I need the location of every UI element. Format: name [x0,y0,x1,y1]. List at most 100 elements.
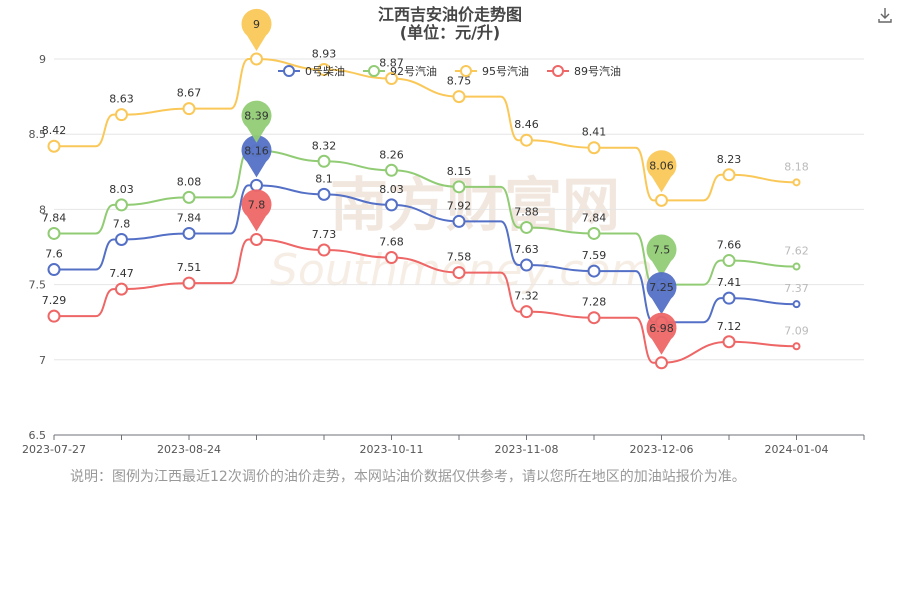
marker-pin[interactable]: 7.8 [241,189,272,232]
marker-label: 7.25 [649,281,674,294]
data-label: 8.67 [177,87,202,100]
data-label: 7.47 [109,267,134,280]
marker-pin[interactable]: 8.16 [241,135,272,178]
marker-pin[interactable]: 8.06 [646,150,677,193]
data-label: 7.37 [784,282,809,295]
data-point[interactable] [250,232,263,246]
marker-label: 9 [253,18,260,31]
data-label: 8.08 [177,175,202,188]
data-label: 7.66 [717,239,742,252]
data-point[interactable] [452,266,466,280]
data-point[interactable] [317,63,331,77]
data-point[interactable] [182,102,196,116]
data-label: 7.8 [113,217,131,230]
data-label: 7.6 [45,248,63,261]
legend-label: 95号汽油 [482,64,529,78]
data-point[interactable] [520,258,533,272]
data-point[interactable] [385,163,398,177]
y-tick-label: 7 [39,354,46,367]
data-point[interactable] [317,187,331,201]
marker-pin[interactable]: 7.25 [646,272,677,315]
marker-label: 6.98 [649,322,674,335]
data-point[interactable] [655,356,668,370]
legend-label: 0号柴油 [305,64,345,78]
data-point[interactable] [317,243,331,257]
data-point[interactable] [115,282,128,296]
data-point[interactable] [250,178,263,192]
data-point[interactable] [317,154,331,168]
data-point[interactable] [250,52,263,66]
data-point[interactable] [452,90,466,104]
data-label: 8.41 [582,126,607,139]
legend[interactable]: 0号柴油 92号汽油 95号汽油 89号汽油 [278,64,621,78]
data-point[interactable] [792,262,801,271]
data-label: 7.62 [784,245,809,258]
data-point[interactable] [722,168,736,182]
marker-pin[interactable]: 6.98 [646,312,677,355]
x-axis: 2023-07-27 2023-08-24 2023-10-11 2023-11-08… [22,434,865,456]
data-point[interactable] [47,226,61,240]
data-label: 8.32 [312,139,337,152]
series-89 [47,232,801,370]
data-point[interactable] [47,309,61,323]
data-point[interactable] [722,335,736,349]
legend-item-0[interactable]: 0号柴油 [278,64,345,78]
data-label: 7.73 [312,228,337,241]
chart-subtitle: (单位：元/升) [400,23,500,42]
data-point[interactable] [587,226,601,240]
data-label: 8.03 [379,183,404,196]
data-label: 7.58 [447,251,472,264]
data-point[interactable] [587,311,601,325]
data-point[interactable] [520,133,533,147]
data-point[interactable] [792,342,801,351]
y-tick-label: 7.5 [29,279,47,292]
legend-item-92[interactable]: 92号汽油 [363,64,437,78]
data-label: 8.93 [312,48,337,61]
data-point[interactable] [47,263,61,277]
data-label: 8.18 [784,160,809,173]
data-point[interactable] [385,251,398,265]
data-point[interactable] [115,232,128,246]
data-point[interactable] [182,190,196,204]
data-point[interactable] [115,198,128,212]
legend-item-89[interactable]: 89号汽油 [547,64,621,78]
data-point[interactable] [182,226,196,240]
data-point[interactable] [587,141,601,155]
data-point[interactable] [452,214,466,228]
marker-pin[interactable]: 9 [241,8,272,52]
series-layer [47,52,801,370]
data-point[interactable] [385,198,398,212]
x-tick-label: 2023-12-06 [630,443,694,456]
data-label: 7.29 [42,294,67,307]
data-point[interactable] [452,180,466,194]
data-point[interactable] [115,108,128,122]
marker-pin[interactable]: 8.39 [241,100,272,143]
download-icon[interactable] [876,6,894,24]
legend-item-95[interactable]: 95号汽油 [455,64,529,78]
legend-label: 92号汽油 [390,64,437,78]
y-axis: 6.5 7 7.5 8 8.5 9 [29,53,47,442]
data-point[interactable] [385,72,398,86]
marker-label: 8.06 [649,159,674,172]
data-point[interactable] [587,264,601,278]
data-point[interactable] [722,254,736,268]
data-point[interactable] [792,300,801,309]
data-point[interactable] [655,193,668,207]
data-label: 8.63 [109,93,134,106]
x-tick-label: 2023-07-27 [22,443,86,456]
data-label: 7.92 [447,199,472,212]
marker-label: 7.8 [248,198,266,211]
marker-pin[interactable]: 7.5 [646,234,677,277]
x-tick-label: 2024-01-04 [765,443,829,456]
y-tick-label: 6.5 [29,429,47,442]
data-label: 7.63 [514,243,539,256]
data-point[interactable] [520,305,533,319]
data-point[interactable] [792,178,801,187]
data-point[interactable] [47,139,61,153]
data-point[interactable] [722,291,736,305]
data-point[interactable] [182,276,196,290]
data-label: 7.51 [177,261,202,274]
data-point[interactable] [520,220,533,234]
data-label: 7.88 [514,205,539,218]
